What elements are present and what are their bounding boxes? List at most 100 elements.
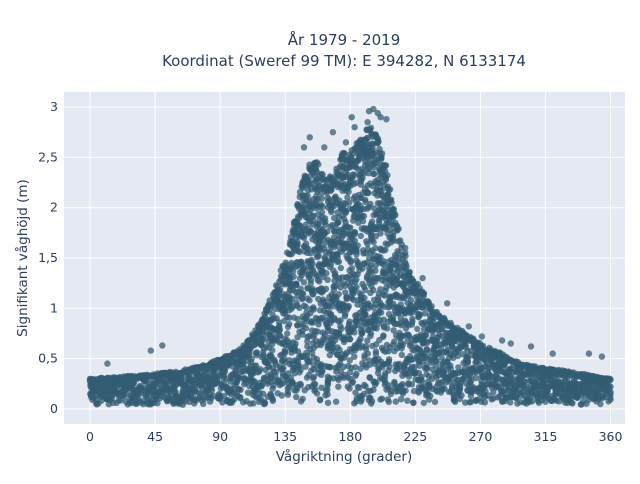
scatter-point [365, 203, 373, 211]
x-tick-label: 180 [338, 429, 362, 444]
scatter-point [377, 187, 384, 195]
scatter-point [362, 383, 369, 390]
scatter-point [347, 259, 354, 266]
scatter-point [396, 360, 403, 368]
scatter-point [409, 315, 416, 322]
x-tick-label: 135 [273, 429, 297, 444]
scatter-point [464, 358, 471, 365]
scatter-point [349, 150, 356, 157]
scatter-point [354, 383, 361, 391]
scatter-point [377, 309, 385, 316]
y-tick-label: 0 [50, 401, 58, 416]
scatter-point [398, 322, 405, 329]
scatter-point [312, 166, 320, 173]
scatter-point [306, 134, 313, 141]
scatter-point [346, 318, 353, 325]
scatter-point [348, 114, 355, 121]
scatter-point [404, 397, 411, 404]
y-tick-label: 2 [50, 200, 58, 215]
scatter-point [383, 325, 391, 332]
scatter-point [357, 232, 364, 240]
scatter-point [402, 252, 409, 260]
chart-title-line-2: Koordinat (Sweref 99 TM): E 394282, N 61… [162, 52, 526, 70]
scatter-point [269, 347, 276, 354]
scatter-point [370, 386, 377, 393]
scatter-point [284, 391, 292, 398]
scatter-point [303, 349, 310, 357]
scatter-point [318, 170, 325, 178]
scatter-point [391, 378, 398, 386]
scatter-point [319, 368, 326, 375]
scatter-point [370, 105, 377, 113]
scatter-point [276, 286, 284, 293]
scatter-point [314, 328, 321, 335]
scatter-point [210, 392, 217, 399]
scatter-point [237, 386, 244, 393]
scatter-point [269, 395, 276, 403]
scatter-point [302, 363, 309, 370]
scatter-point [433, 357, 440, 365]
scatter-point [322, 221, 329, 228]
scatter-point [386, 363, 393, 370]
scatter-point [352, 364, 359, 371]
x-tick-label: 90 [212, 429, 228, 444]
scatter-point [420, 290, 428, 297]
x-axis-label: Vågriktning (grader) [276, 448, 413, 465]
scatter-point [224, 355, 231, 362]
scatter-point [373, 325, 380, 332]
scatter-point [353, 398, 360, 405]
scatter-point [529, 398, 536, 405]
scatter-point [527, 343, 535, 350]
scatter-point [284, 323, 292, 331]
y-tick-label: 3 [50, 99, 58, 114]
scatter-point [344, 304, 352, 311]
scatter-point [385, 382, 392, 389]
scatter-point [402, 244, 409, 252]
scatter-point [597, 400, 604, 408]
x-tick-label: 45 [147, 429, 163, 444]
scatter-point [289, 268, 297, 275]
scatter-point [104, 360, 111, 367]
scatter-point [302, 324, 310, 332]
scatter-point [354, 242, 361, 249]
scatter-point [362, 343, 370, 350]
scatter-point [340, 215, 348, 223]
scatter-point [313, 390, 321, 397]
scatter-point [351, 329, 358, 336]
scatter-point [509, 375, 516, 383]
scatter-point [507, 340, 514, 347]
chart-title-line-1: År 1979 - 2019 [288, 30, 401, 49]
scatter-point [399, 381, 406, 388]
scatter-point [377, 154, 385, 162]
scatter-point [381, 212, 389, 219]
x-tick-label: 315 [534, 429, 558, 444]
scatter-point [351, 124, 358, 131]
scatter-point [311, 380, 319, 388]
scatter-point [353, 251, 360, 258]
scatter-point [380, 332, 387, 339]
scatter-point [297, 366, 304, 374]
scatter-point [417, 311, 424, 318]
scatter-point [359, 328, 366, 336]
scatter-point [290, 273, 297, 280]
scatter-point [341, 199, 348, 207]
scatter-point [598, 353, 606, 360]
scatter-point [336, 197, 343, 204]
y-tick-label: 0,5 [38, 351, 58, 366]
scatter-point [446, 378, 453, 385]
scatter-point [306, 297, 313, 304]
scatter-point [294, 334, 301, 341]
scatter-point [147, 347, 154, 354]
scatter-point [300, 234, 308, 241]
scatter-point [398, 396, 405, 403]
scatter-point [456, 385, 464, 392]
scatter-point [427, 392, 434, 400]
scatter-point [410, 399, 417, 407]
scatter-point [420, 399, 427, 407]
scatter-point [281, 350, 288, 357]
scatter-point [310, 217, 317, 225]
scatter-point [275, 293, 282, 300]
scatter-point [362, 198, 369, 205]
scatter-point [297, 381, 304, 389]
